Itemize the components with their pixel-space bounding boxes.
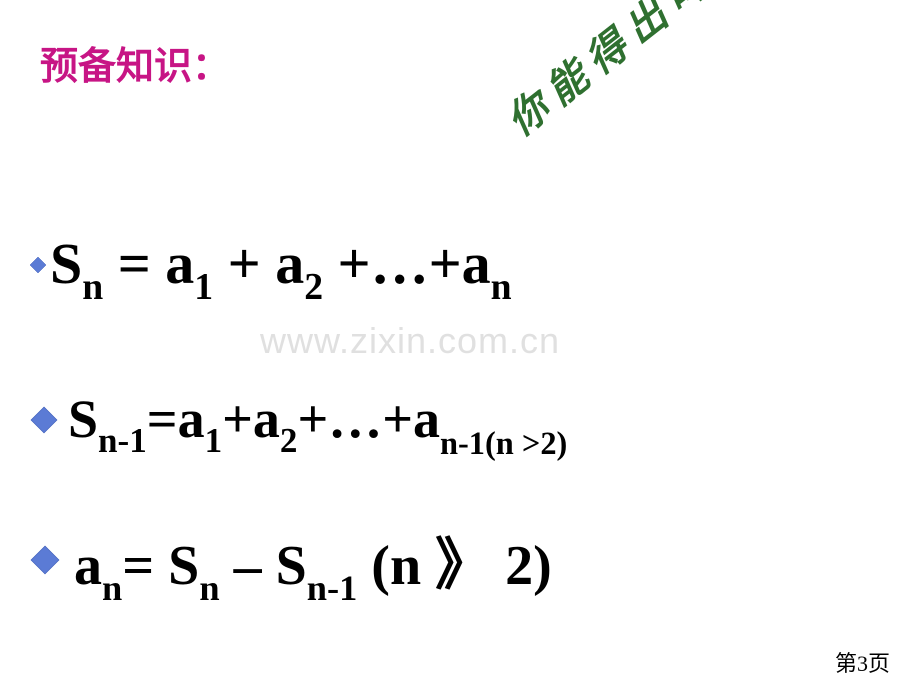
watermark: www.zixin.com.cn [260,320,560,362]
equation-1-container: Sn = a1 + a2 +…+an [30,230,512,306]
title: 预备知识： [40,35,230,90]
bullet-icon [30,257,46,278]
equation-3-container: an= Sn – Sn-1 (n 》 2) [30,520,552,605]
equation-2-container: Sn-1=a1+a2+…+an-1(n >2) [30,388,567,458]
diagonal-question: 你能得出吗? [492,0,748,147]
page-number: 第3页 [835,646,890,678]
equation-2: Sn-1=a1+a2+…+an-1(n >2) [68,388,567,458]
equation-1: Sn = a1 + a2 +…+an [50,230,512,306]
equation-3: an= Sn – Sn-1 (n 》 2) [74,520,552,605]
bullet-icon [30,406,58,439]
bullet-icon [30,545,60,580]
